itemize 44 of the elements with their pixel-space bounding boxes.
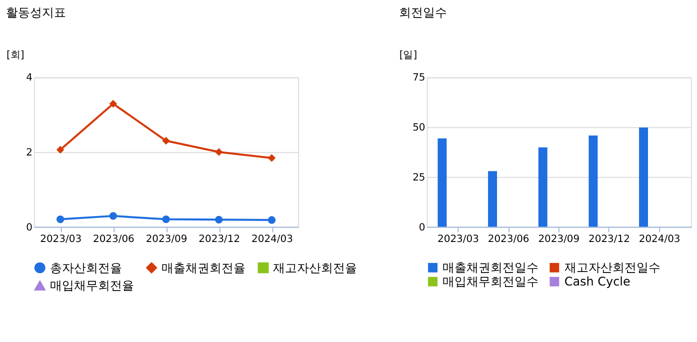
point — [215, 216, 223, 224]
legend-label: 재고자산회전율 — [273, 260, 358, 275]
y-tick-label: 50 — [412, 122, 426, 134]
x-tick-label: 2023/03 — [40, 234, 82, 246]
x-tick-label: 2023/12 — [198, 234, 240, 246]
y-tick-label: 25 — [412, 172, 426, 184]
point — [56, 215, 64, 224]
point — [56, 146, 64, 154]
legend-label: 재고자산회전일수 — [564, 260, 660, 275]
x-tick-label: 2023/09 — [146, 234, 188, 246]
x-tick-label: 2023/03 — [438, 234, 479, 246]
bar — [438, 138, 447, 227]
y-tick-label: 75 — [412, 72, 426, 84]
legend-label: 매출채권회전일수 — [442, 260, 539, 275]
legend-label: 매입채무회전일수 — [442, 274, 539, 289]
x-tick-label: 2024/03 — [252, 234, 293, 246]
bar — [538, 147, 548, 227]
chart-title: 회전일수 — [398, 5, 447, 20]
bar — [639, 127, 648, 227]
legend-label: 매입채무회전율 — [50, 278, 134, 293]
point — [268, 154, 276, 162]
point — [162, 136, 170, 145]
point — [109, 100, 118, 108]
x-tick-label: 2024/03 — [638, 234, 680, 246]
x-tick-label: 2023/12 — [588, 234, 630, 246]
y-tick-label: 2 — [26, 147, 32, 158]
y-tick-label: 0 — [418, 222, 426, 234]
point — [215, 148, 223, 156]
legend-label: 매출채권회전율 — [162, 260, 246, 275]
x-tick-label: 2023/06 — [92, 234, 134, 246]
legend-label: Cash Cycle — [564, 274, 630, 289]
x-tick-label: 2023/06 — [488, 234, 530, 246]
y-axis-title: [회] — [6, 50, 24, 61]
bar — [488, 171, 498, 227]
x-tick-label: 2023/09 — [538, 234, 580, 246]
bar — [588, 135, 598, 227]
y-tick-label: 4 — [26, 72, 32, 84]
point — [268, 216, 276, 224]
y-axis-title: [일] — [399, 50, 418, 61]
legend-label: 총자산회전율 — [50, 260, 122, 275]
point — [109, 212, 118, 220]
y-tick-label: 0 — [26, 222, 32, 234]
point — [162, 215, 170, 224]
chart-title: 활동성지표 — [6, 5, 66, 20]
